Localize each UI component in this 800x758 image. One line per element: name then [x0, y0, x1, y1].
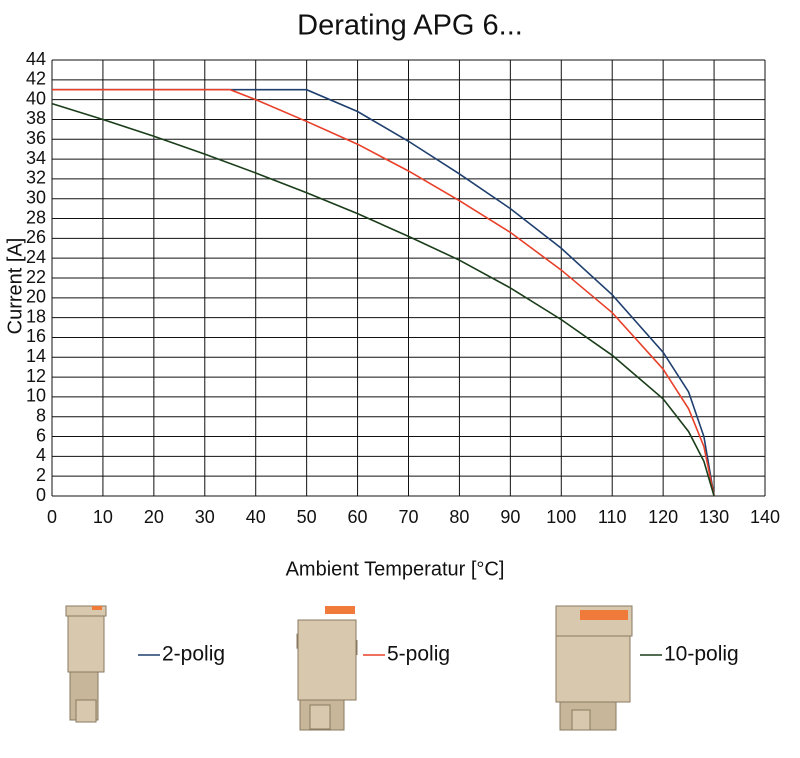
x-tick-label: 130 — [699, 507, 729, 527]
y-tick-label: 32 — [26, 168, 46, 188]
data-line — [52, 88, 715, 497]
data-line — [52, 88, 715, 497]
connector-2-polig — [65, 605, 107, 723]
data-line — [51, 102, 715, 497]
x-tick-label: 40 — [246, 507, 266, 527]
x-tick-label: 100 — [546, 507, 576, 527]
x-tick-label: 50 — [297, 507, 317, 527]
connector-10-polig — [555, 605, 633, 731]
x-tick-label: 70 — [398, 507, 418, 527]
y-tick-label: 28 — [26, 207, 46, 227]
y-tick-label: 0 — [36, 485, 46, 505]
chart-title: Derating APG 6... — [297, 10, 523, 42]
x-tick-label: 140 — [750, 507, 780, 527]
y-tick-label: 12 — [26, 366, 46, 386]
y-axis-label: Current [A] — [4, 238, 26, 335]
x-axis-label: Ambient Temperatur [°C] — [286, 558, 505, 580]
x-tick-label: 80 — [449, 507, 469, 527]
legend-label: 5-polig — [387, 643, 450, 666]
y-tick-label: 8 — [36, 405, 46, 425]
y-tick-label: 2 — [36, 465, 46, 485]
legend: 2-polig 5-polig 10-polig — [138, 643, 739, 666]
y-tick-label: 6 — [36, 425, 46, 445]
x-tick-label: 120 — [648, 507, 678, 527]
x-tick-label: 90 — [500, 507, 520, 527]
y-tick-label: 18 — [26, 306, 46, 326]
y-tick-label: 10 — [26, 386, 46, 406]
x-tick-label: 10 — [93, 507, 113, 527]
y-tick-label: 4 — [36, 445, 46, 465]
y-tick-label: 20 — [26, 287, 46, 307]
y-tick-label: 16 — [26, 326, 46, 346]
y-tick-label: 26 — [26, 227, 46, 247]
x-tick-label: 30 — [195, 507, 215, 527]
y-tick-label: 22 — [26, 267, 46, 287]
y-tick-label: 40 — [26, 88, 46, 108]
x-tick-label: 60 — [348, 507, 368, 527]
y-tick-label: 24 — [26, 247, 46, 267]
legend-label: 2-polig — [162, 643, 225, 666]
y-tick-label: 36 — [26, 128, 46, 148]
y-tick-label: 30 — [26, 187, 46, 207]
y-tick-label: 42 — [26, 69, 46, 89]
connector-5-polig — [296, 606, 358, 731]
x-tick-label: 0 — [47, 507, 57, 527]
y-tick-label: 34 — [26, 148, 46, 168]
x-tick-label: 20 — [144, 507, 164, 527]
legend-label: 10-polig — [664, 643, 739, 666]
plot-area: 0246810121416182022242628303234363840424… — [26, 49, 780, 527]
y-tick-label: 38 — [26, 108, 46, 128]
y-tick-label: 44 — [26, 49, 46, 69]
x-tick-label: 110 — [598, 507, 627, 527]
y-tick-label: 14 — [26, 346, 46, 366]
